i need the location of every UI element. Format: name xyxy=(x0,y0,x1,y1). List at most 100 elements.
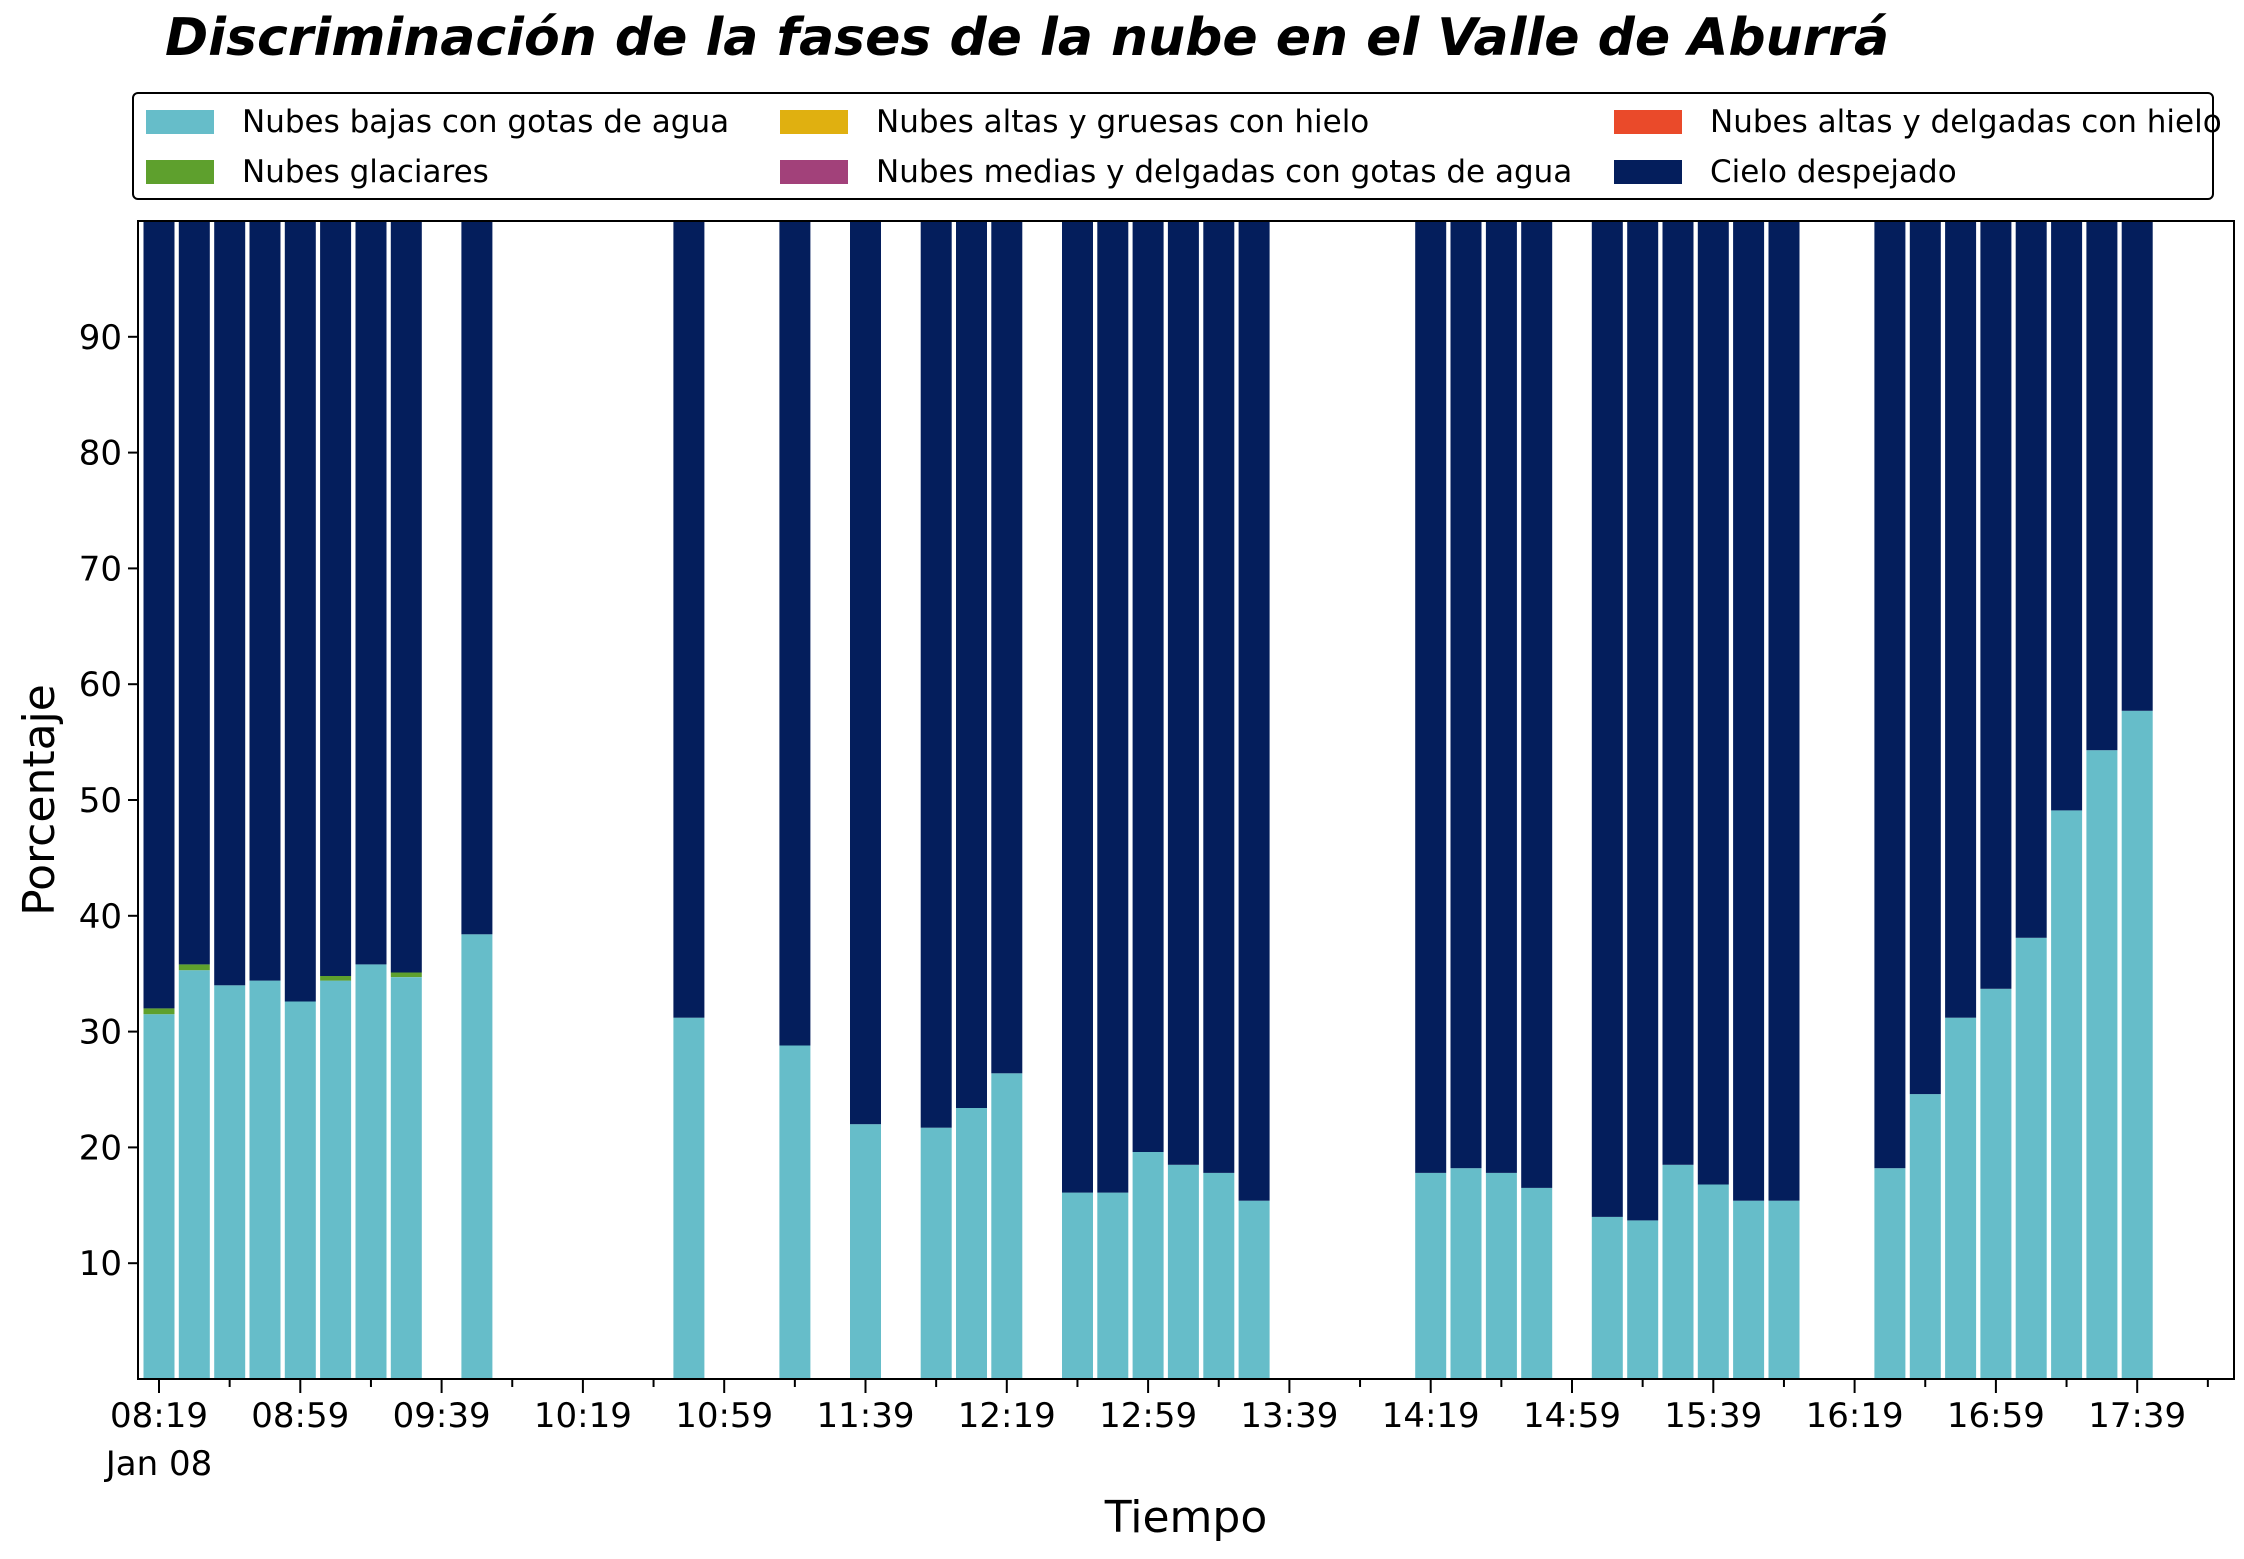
bar-segment xyxy=(1733,221,1765,1201)
bar-segment xyxy=(1945,1017,1977,1379)
legend-swatch xyxy=(146,110,214,134)
legend-label: Nubes medias y delgadas con gotas de agu… xyxy=(876,154,1573,190)
legend-swatch xyxy=(1614,160,1682,184)
x-tick-label: 14:19 xyxy=(1382,1396,1480,1436)
x-tick-label: 17:39 xyxy=(2088,1396,2186,1436)
x-tick-label: 13:39 xyxy=(1240,1396,1338,1436)
bar-segment xyxy=(850,1124,881,1379)
x-tick-label: 16:59 xyxy=(1947,1396,2045,1436)
bar-segment xyxy=(2121,221,2153,711)
bar-segment xyxy=(1450,1168,1482,1379)
bar-segment xyxy=(1097,1192,1129,1379)
x-tick-label: 14:59 xyxy=(1523,1396,1621,1436)
legend-item-cielo-despejado: Cielo despejado xyxy=(1614,152,1957,192)
bar-segment xyxy=(1097,221,1129,1193)
bar-segment xyxy=(1167,1164,1199,1379)
bar-segment xyxy=(1238,1200,1270,1379)
y-tick-label: 60 xyxy=(79,665,122,705)
x-tick-label: 08:19 xyxy=(110,1396,208,1436)
bar-segment xyxy=(1167,221,1199,1165)
bar-segment xyxy=(249,980,281,1379)
bar-segment xyxy=(1733,1200,1765,1379)
bar-segment xyxy=(1909,221,1941,1095)
x-tick-label: 16:19 xyxy=(1806,1396,1904,1436)
bar-segment xyxy=(1627,1220,1659,1379)
bar-segment xyxy=(673,1017,705,1379)
bar-segment xyxy=(390,977,422,1379)
x-tick-label: 12:19 xyxy=(958,1396,1056,1436)
bar-segment xyxy=(1627,221,1659,1221)
bar-segment xyxy=(2015,937,2047,1379)
legend-label: Nubes bajas con gotas de agua xyxy=(242,104,730,140)
bar-segment xyxy=(2121,710,2153,1379)
legend-label: Nubes altas y gruesas con hielo xyxy=(876,104,1370,140)
bar-segment xyxy=(1591,1216,1623,1379)
bar-segment xyxy=(1768,221,1800,1201)
x-tick-label: 08:59 xyxy=(251,1396,349,1436)
bar-segment xyxy=(1521,1187,1553,1379)
bar-segment xyxy=(1415,221,1447,1173)
bar-segment xyxy=(1662,1164,1694,1379)
bar-segment xyxy=(673,221,705,1018)
bar-segment xyxy=(956,1108,987,1379)
bar-segment xyxy=(920,1127,952,1379)
legend-label: Nubes glaciares xyxy=(242,154,489,190)
x-date-label: Jan 08 xyxy=(104,1444,212,1484)
y-axis-title: Porcentaje xyxy=(14,684,65,916)
bar-segment xyxy=(143,1014,175,1379)
bar-segment xyxy=(2051,810,2083,1379)
bar-segment xyxy=(355,221,387,965)
bar-segment xyxy=(178,970,210,1379)
bar-segment xyxy=(249,221,281,981)
bar-segment xyxy=(2015,221,2047,938)
legend-swatch xyxy=(1614,110,1682,134)
chart-title: Discriminación de la fases de la nube en… xyxy=(165,8,1890,68)
bar-segment xyxy=(1062,221,1093,1193)
bar-segment xyxy=(1909,1094,1941,1379)
bar-segment xyxy=(178,964,210,971)
bar-segment xyxy=(1980,988,2012,1379)
bar-segment xyxy=(214,221,246,986)
y-tick-label: 50 xyxy=(79,781,122,821)
bar-segment xyxy=(1768,1200,1800,1379)
legend-item-nubes-altas-delgadas: Nubes altas y delgadas con hielo xyxy=(1614,102,2222,142)
bar-segment xyxy=(956,221,987,1108)
legend-swatch xyxy=(146,160,214,184)
x-tick-label: 12:59 xyxy=(1099,1396,1197,1436)
bar-segment xyxy=(779,221,811,1046)
y-tick-label: 30 xyxy=(79,1013,122,1053)
bar-segment xyxy=(1203,221,1235,1173)
legend-label: Cielo despejado xyxy=(1710,154,1957,190)
bar-segment xyxy=(2051,221,2083,811)
bar-segment xyxy=(1662,221,1694,1165)
bar-segment xyxy=(1874,221,1906,1169)
x-tick-label: 10:19 xyxy=(534,1396,632,1436)
y-tick-label: 10 xyxy=(79,1244,122,1284)
y-tick-label: 90 xyxy=(79,318,122,358)
legend-item-nubes-bajas: Nubes bajas con gotas de agua xyxy=(146,102,729,142)
chart-legend: Nubes bajas con gotas de agua Nubes glac… xyxy=(132,92,2222,200)
y-tick-label: 70 xyxy=(79,549,122,589)
bar-segment xyxy=(1697,221,1729,1185)
bar-segment xyxy=(2086,750,2118,1379)
bar-segment xyxy=(355,964,387,1379)
x-tick-label: 15:39 xyxy=(1664,1396,1762,1436)
legend-item-nubes-glaciares: Nubes glaciares xyxy=(146,152,489,192)
bar-segment xyxy=(991,221,1023,1074)
legend-label: Nubes altas y delgadas con hielo xyxy=(1710,104,2222,140)
bar-segment xyxy=(143,221,175,1009)
bar-segment xyxy=(1485,1172,1517,1379)
bar-segment xyxy=(214,985,246,1379)
bar-segment xyxy=(1697,1184,1729,1379)
bar-segment xyxy=(178,221,210,965)
bar-segment xyxy=(920,221,952,1128)
bar-segment xyxy=(390,972,422,978)
bar-segment xyxy=(779,1045,811,1379)
bar-segment xyxy=(320,976,352,981)
bar-segment xyxy=(991,1073,1023,1379)
bar-segment xyxy=(2086,221,2118,751)
y-tick-label: 20 xyxy=(79,1128,122,1168)
bar-segment xyxy=(461,934,493,1379)
bar-segment xyxy=(1238,221,1270,1201)
